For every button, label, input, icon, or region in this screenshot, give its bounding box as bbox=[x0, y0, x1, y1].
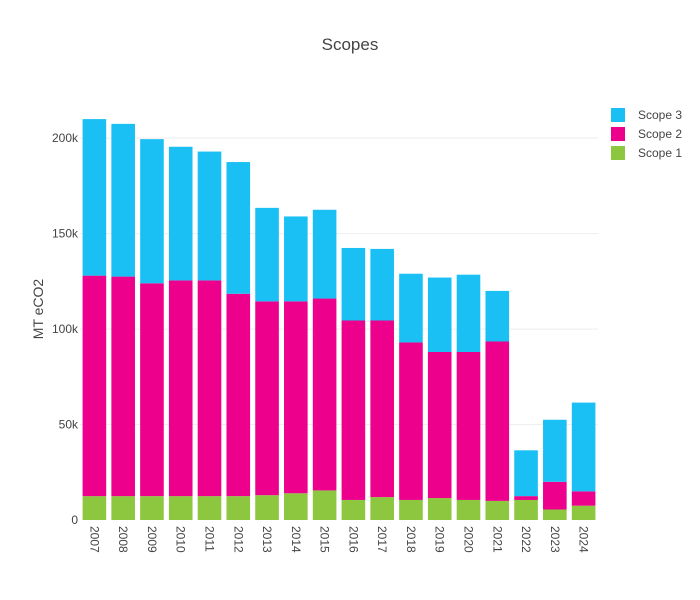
bar-scope-2-2019[interactable] bbox=[427, 352, 452, 499]
bar-scope-1-2024[interactable] bbox=[571, 505, 596, 520]
bar-scope-2-2010[interactable] bbox=[168, 280, 193, 497]
x-tick-label: 2023 bbox=[548, 526, 562, 553]
bar-scope-1-2021[interactable] bbox=[485, 500, 510, 520]
y-tick-label: 100k bbox=[52, 322, 79, 336]
bar-scope-2-2014[interactable] bbox=[284, 301, 308, 494]
bar-scope-2-2016[interactable] bbox=[341, 320, 366, 500]
bar-scope-3-2022[interactable] bbox=[514, 450, 538, 497]
x-tick-label: 2009 bbox=[145, 526, 159, 553]
bar-scope-3-2024[interactable] bbox=[571, 402, 596, 492]
bar-scope-1-2019[interactable] bbox=[427, 498, 452, 520]
legend-label: Scope 3 bbox=[638, 108, 682, 122]
bar-scope-1-2011[interactable] bbox=[197, 496, 222, 520]
legend-swatch bbox=[611, 127, 625, 141]
x-tick-label: 2013 bbox=[260, 526, 274, 553]
bar-scope-1-2008[interactable] bbox=[111, 496, 135, 520]
bar-scope-2-2023[interactable] bbox=[543, 481, 567, 510]
bar-scope-2-2009[interactable] bbox=[140, 283, 164, 497]
bar-scope-2-2017[interactable] bbox=[370, 320, 394, 498]
bar-scope-3-2017[interactable] bbox=[370, 248, 394, 321]
bar-scope-1-2023[interactable] bbox=[543, 509, 567, 521]
y-tick-label: 150k bbox=[52, 227, 79, 241]
y-tick-label: 0 bbox=[71, 513, 78, 527]
legend[interactable]: Scope 3 Scope 2 Scope 1 bbox=[611, 108, 682, 160]
bars[interactable] bbox=[82, 119, 596, 521]
x-tick-label: 2014 bbox=[289, 526, 303, 553]
x-tick-label: 2019 bbox=[433, 526, 447, 553]
bar-scope-1-2015[interactable] bbox=[312, 490, 337, 520]
legend-item-scope-2[interactable]: Scope 2 bbox=[611, 127, 682, 141]
legend-label: Scope 1 bbox=[638, 146, 682, 160]
bar-scope-1-2009[interactable] bbox=[140, 496, 164, 520]
bar-scope-2-2022[interactable] bbox=[514, 496, 538, 500]
x-tick-label: 2008 bbox=[116, 526, 130, 553]
bar-scope-3-2007[interactable] bbox=[82, 119, 107, 276]
x-tick-label: 2022 bbox=[519, 526, 533, 553]
bar-scope-2-2021[interactable] bbox=[485, 341, 510, 501]
bar-scope-2-2015[interactable] bbox=[312, 298, 337, 491]
bar-scope-1-2013[interactable] bbox=[255, 495, 279, 520]
bar-scope-1-2012[interactable] bbox=[226, 496, 251, 520]
bar-scope-1-2014[interactable] bbox=[284, 493, 308, 520]
x-axis-ticks: 2007 2008 2009 2010 2011 2012 2013 2014 2015 2016… bbox=[87, 526, 590, 553]
x-tick-label: 2016 bbox=[346, 526, 360, 553]
bar-scope-2-2018[interactable] bbox=[399, 342, 423, 500]
bar-scope-2-2008[interactable] bbox=[111, 276, 135, 497]
bar-scope-1-2018[interactable] bbox=[399, 499, 423, 520]
bar-scope-3-2008[interactable] bbox=[111, 123, 135, 277]
bar-scope-3-2021[interactable] bbox=[485, 290, 510, 342]
bar-scope-3-2015[interactable] bbox=[312, 209, 337, 299]
legend-swatch bbox=[611, 146, 625, 160]
bar-scope-2-2011[interactable] bbox=[197, 280, 222, 497]
y-axis-label: MT eCO2 bbox=[30, 279, 46, 340]
y-axis-ticks: 0 50k 100k 150k 200k bbox=[52, 131, 79, 527]
bar-scope-3-2023[interactable] bbox=[543, 419, 567, 482]
chart-title: Scopes bbox=[322, 35, 379, 54]
legend-swatch bbox=[611, 108, 625, 122]
x-tick-label: 2007 bbox=[87, 526, 101, 553]
bar-scope-2-2007[interactable] bbox=[82, 275, 107, 497]
legend-label: Scope 2 bbox=[638, 127, 682, 141]
x-tick-label: 2018 bbox=[404, 526, 418, 553]
bar-scope-3-2014[interactable] bbox=[284, 216, 308, 302]
bar-scope-3-2009[interactable] bbox=[140, 139, 164, 284]
bar-scope-3-2012[interactable] bbox=[226, 162, 251, 294]
bar-scope-1-2010[interactable] bbox=[168, 496, 193, 520]
bar-scope-1-2020[interactable] bbox=[456, 499, 481, 520]
x-tick-label: 2020 bbox=[462, 526, 476, 553]
bar-scope-3-2010[interactable] bbox=[168, 146, 193, 281]
bar-scope-1-2016[interactable] bbox=[341, 499, 366, 520]
bar-scope-2-2024[interactable] bbox=[571, 491, 596, 506]
x-tick-label: 2010 bbox=[174, 526, 188, 553]
bar-scope-2-2013[interactable] bbox=[255, 301, 279, 496]
bar-scope-1-2017[interactable] bbox=[370, 497, 394, 520]
x-tick-label: 2015 bbox=[318, 526, 332, 553]
x-tick-label: 2011 bbox=[203, 526, 217, 552]
x-tick-label: 2021 bbox=[490, 526, 504, 553]
legend-item-scope-3[interactable]: Scope 3 bbox=[611, 108, 682, 122]
x-tick-label: 2024 bbox=[577, 526, 591, 553]
x-tick-label: 2012 bbox=[231, 526, 245, 553]
bar-scope-3-2013[interactable] bbox=[255, 207, 279, 302]
bar-scope-1-2007[interactable] bbox=[82, 496, 107, 520]
x-tick-label: 2017 bbox=[375, 526, 389, 553]
y-tick-label: 50k bbox=[59, 418, 79, 432]
bar-scope-2-2020[interactable] bbox=[456, 352, 481, 500]
bar-scope-3-2018[interactable] bbox=[399, 273, 423, 343]
gridlines bbox=[80, 137, 598, 426]
y-tick-label: 200k bbox=[52, 131, 79, 145]
bar-scope-3-2016[interactable] bbox=[341, 247, 366, 321]
bar-scope-3-2020[interactable] bbox=[456, 274, 481, 352]
bar-scope-2-2012[interactable] bbox=[226, 293, 251, 497]
bar-scope-3-2011[interactable] bbox=[197, 151, 222, 281]
bar-scope-3-2019[interactable] bbox=[427, 277, 452, 352]
legend-item-scope-1[interactable]: Scope 1 bbox=[611, 146, 682, 160]
bar-scope-1-2022[interactable] bbox=[514, 499, 538, 520]
